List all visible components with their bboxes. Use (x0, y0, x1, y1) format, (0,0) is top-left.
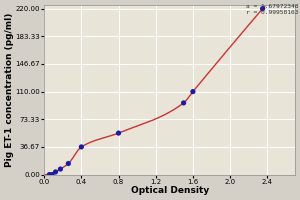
Point (79, 145, 84, 149)
Y-axis label: Pig ET-1 concentration (pg/ml): Pig ET-1 concentration (pg/ml) (5, 13, 14, 167)
Point (66, 162, 71, 165)
Point (47, 173, 52, 176)
Point (190, 90, 195, 93)
Point (181, 101, 186, 105)
Point (50, 173, 55, 176)
Point (58, 167, 63, 171)
X-axis label: Optical Density: Optical Density (130, 186, 209, 195)
Point (116, 131, 121, 135)
Point (53, 170, 58, 174)
Point (260, 7, 265, 10)
Text: a = 1.67972348
r = 0.99958163: a = 1.67972348 r = 0.99958163 (246, 4, 298, 15)
